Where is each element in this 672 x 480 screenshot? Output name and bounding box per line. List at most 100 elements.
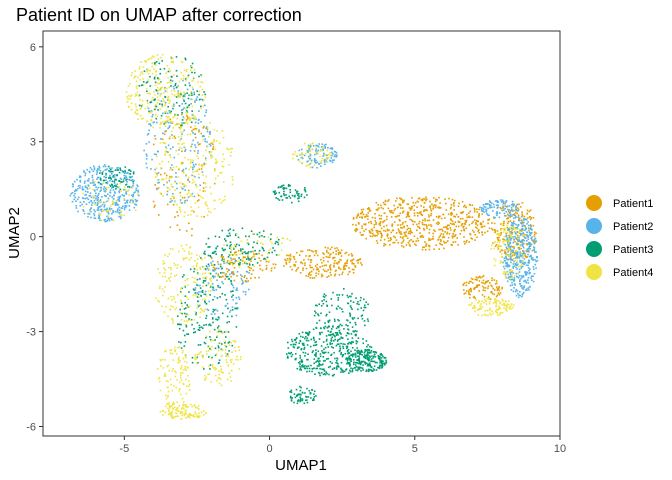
data-point xyxy=(160,138,162,140)
data-point xyxy=(420,205,422,207)
data-point xyxy=(523,218,526,220)
data-point xyxy=(165,405,167,408)
data-point xyxy=(324,246,327,249)
data-point xyxy=(193,268,196,270)
data-point xyxy=(192,159,194,162)
data-point xyxy=(230,309,232,312)
data-point xyxy=(172,417,174,419)
data-point xyxy=(204,182,207,185)
data-point xyxy=(305,339,308,342)
data-point xyxy=(132,185,134,187)
data-point xyxy=(296,402,299,405)
data-point xyxy=(148,92,150,95)
data-point xyxy=(294,264,296,266)
data-point xyxy=(529,209,532,212)
data-point xyxy=(476,236,478,239)
data-point xyxy=(195,415,198,418)
data-point xyxy=(428,244,430,247)
data-point xyxy=(174,375,177,378)
data-point xyxy=(360,307,363,309)
data-point xyxy=(494,245,497,248)
data-point xyxy=(501,227,504,230)
data-point xyxy=(202,410,205,412)
data-point xyxy=(383,245,385,247)
data-point xyxy=(119,167,121,170)
data-point xyxy=(134,95,137,97)
data-point xyxy=(92,179,94,181)
data-point xyxy=(181,111,183,114)
data-point xyxy=(164,411,167,414)
data-point xyxy=(98,214,100,217)
data-point xyxy=(91,202,94,204)
data-point xyxy=(187,196,190,198)
data-point xyxy=(91,174,94,177)
data-point xyxy=(526,248,528,250)
data-point xyxy=(235,314,238,317)
data-point xyxy=(335,152,338,154)
data-point xyxy=(336,154,338,156)
data-point xyxy=(157,268,159,270)
data-point xyxy=(193,260,196,262)
data-point xyxy=(217,175,219,177)
data-point xyxy=(184,301,186,304)
data-point xyxy=(516,212,519,215)
data-point xyxy=(510,245,513,248)
data-point xyxy=(306,387,308,390)
data-point xyxy=(176,75,178,77)
data-point xyxy=(115,178,117,181)
data-point xyxy=(313,277,316,279)
data-point xyxy=(170,405,172,407)
data-point xyxy=(386,215,388,218)
data-point xyxy=(334,357,336,360)
data-point xyxy=(197,152,199,154)
data-point xyxy=(402,239,405,241)
data-point xyxy=(190,102,192,105)
data-point xyxy=(351,254,354,257)
data-point xyxy=(340,351,343,354)
data-point xyxy=(443,226,446,228)
data-point xyxy=(200,326,203,328)
data-point xyxy=(177,214,179,217)
data-point xyxy=(492,302,495,305)
data-point xyxy=(211,365,214,368)
data-point xyxy=(529,218,532,221)
data-point xyxy=(337,365,339,367)
data-point xyxy=(178,167,180,170)
data-point xyxy=(298,333,301,335)
data-point xyxy=(230,361,232,363)
data-point xyxy=(117,208,119,210)
data-point xyxy=(508,264,511,267)
data-point xyxy=(533,268,535,271)
data-point xyxy=(496,201,499,204)
data-point xyxy=(213,208,216,210)
data-point xyxy=(153,99,155,101)
data-point xyxy=(315,312,317,314)
data-point xyxy=(338,350,341,353)
data-point xyxy=(211,264,213,266)
data-point xyxy=(210,324,212,327)
data-point xyxy=(415,244,417,247)
data-point xyxy=(491,279,493,282)
data-point xyxy=(137,76,139,79)
data-point xyxy=(300,369,302,371)
data-point xyxy=(527,238,530,240)
data-point xyxy=(456,237,458,239)
data-point xyxy=(154,64,157,66)
data-point xyxy=(99,176,102,179)
data-point xyxy=(370,366,373,369)
data-point xyxy=(278,191,281,194)
data-point xyxy=(510,273,512,276)
data-point xyxy=(170,415,172,417)
data-point xyxy=(221,259,223,262)
data-point xyxy=(379,221,382,223)
data-point xyxy=(512,205,515,208)
data-point xyxy=(402,201,405,203)
data-point xyxy=(497,292,500,294)
data-point xyxy=(153,121,155,123)
data-point xyxy=(232,340,235,342)
data-point xyxy=(300,193,303,196)
data-point xyxy=(166,87,168,90)
data-point xyxy=(296,394,298,397)
data-point xyxy=(190,160,192,163)
data-point xyxy=(221,165,224,167)
